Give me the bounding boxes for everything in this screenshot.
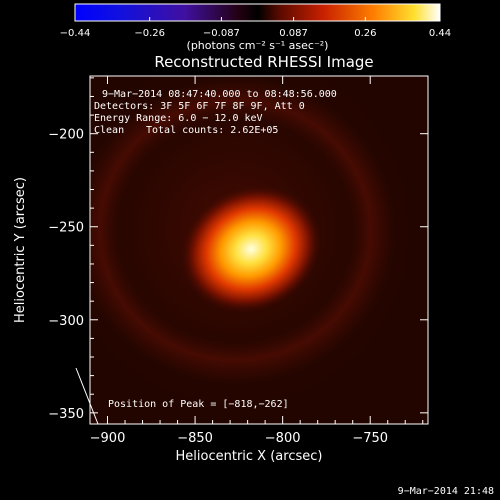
y-tick-label: −300 — [48, 314, 84, 329]
plot-timestamp: 9−Mar−2014 21:48 — [398, 486, 494, 497]
heatmap-peak-source — [179, 184, 323, 315]
colorbar-units-label: (photons cm⁻² s⁻¹ asec⁻²) — [187, 39, 329, 52]
annotation-detectors: Detectors: 3F 5F 6F 7F 8F 9F, Att 0 — [94, 101, 305, 112]
peak-position-label: Position of Peak = [−818,−262] — [108, 399, 289, 410]
heatmap-image — [90, 76, 428, 424]
annotation-total-counts: Total counts: 2.62E+05 — [146, 125, 278, 136]
x-tick-label: −850 — [177, 431, 213, 446]
colorbar-ticks: −0.44 −0.26 −0.087 0.087 0.26 0.44 — [60, 17, 451, 39]
x-axis-label: Heliocentric X (arcsec) — [176, 449, 323, 464]
annotation-energy-range: Energy Range: 6.0 − 12.0 keV — [94, 113, 263, 124]
colorbar-tick-label: −0.087 — [203, 28, 240, 39]
x-tick-label: −900 — [90, 431, 126, 446]
x-tick-label: −800 — [265, 431, 301, 446]
y-tick-label: −250 — [48, 221, 84, 236]
colorbar-gradient — [74, 3, 441, 22]
annotation-clean-method: Clean — [94, 125, 124, 136]
y-axis-ticks: −200 −250 −300 −350 — [48, 77, 428, 422]
annotation-time-range: 9−Mar−2014 08:47:40.000 to 08:48:56.000 — [102, 89, 337, 100]
colorbar: −0.44 −0.26 −0.087 0.087 0.26 0.44 (photons c… — [60, 3, 451, 52]
y-tick-label: −200 — [48, 128, 84, 143]
y-axis-label: Heliocentric Y (arcsec) — [13, 177, 28, 323]
colorbar-tick-label: 0.44 — [429, 28, 451, 39]
colorbar-tick-label: −0.26 — [134, 28, 165, 39]
chart-title: Reconstructed RHESSI Image — [154, 53, 373, 71]
x-tick-label: −750 — [352, 431, 388, 446]
colorbar-tick-label: −0.44 — [60, 28, 91, 39]
solar-limb-line — [75, 367, 99, 425]
plot-frame — [89, 75, 429, 425]
y-tick-label: −350 — [48, 407, 84, 422]
x-axis-ticks: −900 −850 −800 −750 — [90, 76, 424, 446]
colorbar-tick-label: 0.26 — [354, 28, 376, 39]
colorbar-tick-label: 0.087 — [279, 28, 308, 39]
